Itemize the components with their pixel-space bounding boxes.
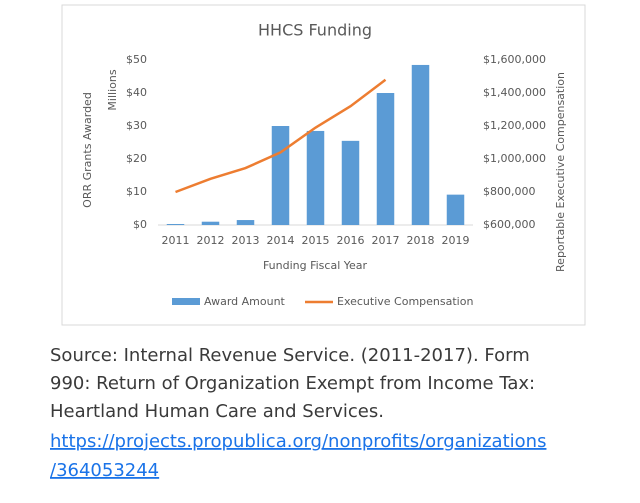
legend-label: Executive Compensation <box>337 295 473 308</box>
x-tick-label: 2012 <box>197 234 225 247</box>
y-axis-unit: Millions <box>106 69 119 110</box>
x-tick-label: 2018 <box>407 234 435 247</box>
caption-line: Source: Internal Revenue Service. (2011-… <box>50 345 530 366</box>
y2-tick-label: $1,000,000 <box>483 152 546 165</box>
y2-tick-label: $600,000 <box>483 218 536 231</box>
x-tick-label: 2019 <box>442 234 470 247</box>
source-link[interactable]: /364053244 <box>50 460 159 481</box>
bar <box>341 140 360 225</box>
source-link[interactable]: https://projects.propublica.org/nonprofi… <box>50 431 546 452</box>
bar <box>236 220 255 225</box>
x-tick-label: 2017 <box>372 234 400 247</box>
bar <box>411 64 430 225</box>
y-tick-label: $40 <box>126 86 147 99</box>
caption-line: Heartland Human Care and Services. <box>50 401 384 422</box>
bar <box>306 130 325 225</box>
bar <box>376 93 395 225</box>
chart-title: HHCS Funding <box>258 21 372 40</box>
x-tick-label: 2015 <box>302 234 330 247</box>
y-tick-label: $30 <box>126 119 147 132</box>
bar <box>446 194 465 225</box>
x-tick-label: 2013 <box>232 234 260 247</box>
x-tick-label: 2014 <box>267 234 295 247</box>
y2-tick-label: $1,400,000 <box>483 86 546 99</box>
y2-tick-label: $1,600,000 <box>483 53 546 66</box>
legend-label: Award Amount <box>204 295 286 308</box>
y-tick-label: $20 <box>126 152 147 165</box>
y-tick-label: $0 <box>133 218 147 231</box>
caption-line: 990: Return of Organization Exempt from … <box>50 373 535 394</box>
y2-tick-label: $800,000 <box>483 185 536 198</box>
y-axis-title: ORR Grants Awarded <box>81 92 94 208</box>
x-tick-label: 2016 <box>337 234 365 247</box>
x-tick-label: 2011 <box>162 234 190 247</box>
legend-swatch <box>172 298 200 305</box>
x-axis-title: Funding Fiscal Year <box>263 259 368 272</box>
bar <box>201 221 220 225</box>
bar <box>166 224 185 225</box>
line <box>175 78 387 194</box>
y-tick-label: $50 <box>126 53 147 66</box>
bar <box>271 126 290 225</box>
y2-tick-label: $1,200,000 <box>483 119 546 132</box>
y2-axis-title: Reportable Executive Compensation <box>554 72 567 272</box>
y-tick-label: $10 <box>126 185 147 198</box>
